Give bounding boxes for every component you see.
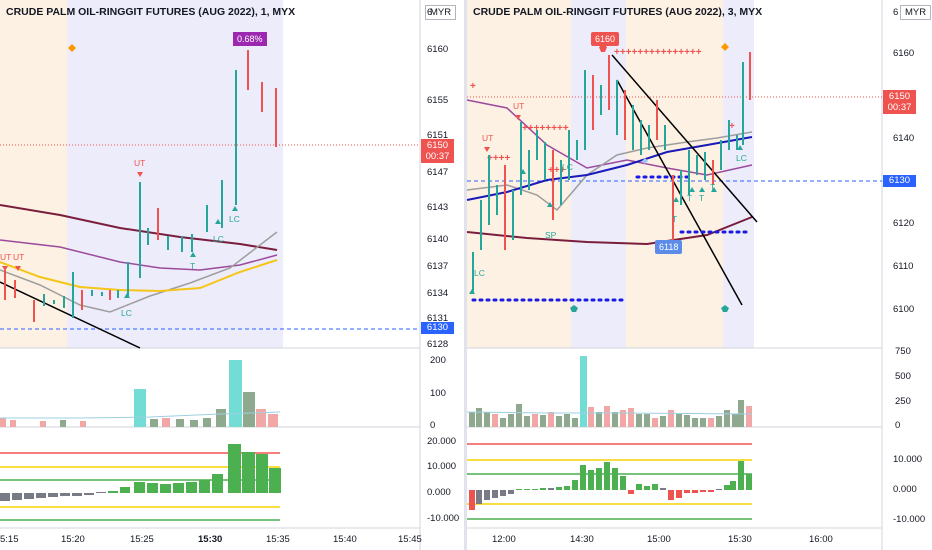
right-ma-purple	[466, 99, 753, 176]
left-x-tick: 15:20	[61, 534, 85, 545]
left-y-tick: 6155	[427, 95, 449, 106]
right-x-tick: 12:00	[492, 534, 516, 545]
left-y-tick: 6143	[427, 202, 449, 213]
svg-text:++++++++: ++++++++	[522, 123, 569, 134]
right-chart-panel[interactable]: CRUDE PALM OIL-RINGGIT FUTURES (AUG 2022…	[466, 0, 932, 550]
left-ma-purple	[0, 239, 278, 271]
left-signal-t1: T	[190, 261, 196, 271]
left-osc-bars	[0, 444, 281, 501]
left-signal-lc1: LC	[121, 308, 132, 318]
left-x-tick: 15:40	[333, 534, 357, 545]
left-volume-bars	[0, 360, 281, 427]
left-price-timer: 00:37	[425, 151, 450, 162]
left-x-tick: 5:15	[0, 534, 19, 545]
right-x-tick: 15:30	[728, 534, 752, 545]
right-x-tick: 14:30	[570, 534, 594, 545]
left-vol-tick: 200	[430, 355, 446, 366]
left-ma-gray	[0, 231, 278, 313]
left-y-tick: 6137	[427, 261, 449, 272]
right-vol-tick: 250	[895, 396, 911, 407]
left-pct-badge: 0.68%	[233, 32, 267, 46]
right-signal-lc2: LC	[562, 162, 573, 172]
right-high-badge: 6160	[591, 32, 620, 46]
left-currency-label[interactable]: MYR	[425, 5, 457, 20]
right-y-tick: 6160	[893, 48, 915, 59]
right-signal-ut2: UT	[513, 101, 525, 111]
left-price-tag: 6150 00:37	[421, 139, 454, 163]
left-y-tick: 6160	[427, 44, 449, 55]
left-x-tick: 15:45	[398, 534, 422, 545]
left-osc-tick: 10.000	[427, 461, 457, 472]
svg-text:+++++++++++++++: +++++++++++++++	[614, 47, 702, 58]
right-price-value: 6150	[888, 91, 911, 102]
left-osc-tick: 0.000	[427, 487, 451, 498]
left-y-tick: 6128	[427, 339, 449, 350]
right-osc-tick: -10.000	[893, 514, 926, 525]
right-signal-ut1: UT	[482, 133, 494, 143]
svg-text:++++: ++++	[487, 153, 511, 164]
left-vol-tick: 100	[430, 388, 446, 399]
left-vol-tick: 0	[430, 420, 436, 431]
right-price-tag: 6150 00:37	[883, 90, 916, 114]
left-x-tick: 15:30	[198, 534, 223, 545]
right-signal-t2: T	[687, 193, 693, 203]
left-chart-panel[interactable]: CRUDE PALM OIL-RINGGIT FUTURES (AUG 2022…	[0, 0, 466, 550]
left-chart-title: CRUDE PALM OIL-RINGGIT FUTURES (AUG 2022…	[6, 6, 296, 18]
right-vol-tick: 750	[895, 346, 911, 357]
left-y-tick: 6151	[427, 130, 449, 141]
right-osc-tick: 10.000	[893, 454, 923, 465]
right-blue-tag: 6130	[883, 175, 916, 187]
left-session-bg-1	[0, 0, 67, 348]
right-y-tick: 6120	[893, 218, 915, 229]
svg-text:+: +	[470, 81, 476, 92]
left-price-value: 6150	[426, 140, 449, 151]
left-y-tick: 6	[427, 7, 433, 18]
left-blue-tag: 6130	[421, 322, 454, 334]
right-y-tick: 6140	[893, 133, 915, 144]
right-osc-bars	[469, 461, 752, 510]
right-x-tick: 16:00	[809, 534, 833, 545]
right-currency-label[interactable]: MYR	[900, 5, 932, 20]
left-x-tick: 15:25	[130, 534, 154, 545]
right-vol-tick: 0	[895, 420, 901, 431]
right-chart-title: CRUDE PALM OIL-RINGGIT FUTURES (AUG 2022…	[473, 6, 763, 18]
left-signal-ut1: UT	[0, 252, 12, 262]
left-ma-maroon	[0, 204, 278, 251]
left-ma-yellow	[0, 259, 278, 293]
right-signal-t3: T	[699, 193, 705, 203]
right-session-bg-2	[571, 0, 626, 348]
right-signal-lc3: LC	[736, 153, 747, 163]
right-signal-t4: T	[710, 182, 716, 192]
left-y-tick: 6131	[427, 313, 449, 324]
left-signal-ut2: UT	[13, 252, 25, 262]
left-signal-ut3: UT	[134, 158, 146, 168]
right-price-svg: +++++++++++++++ ++++++++ ++++ +++ + +	[466, 0, 883, 550]
right-signal-sp: SP	[545, 230, 557, 240]
right-x-tick: 15:00	[647, 534, 671, 545]
right-price-timer: 00:37	[887, 102, 912, 113]
left-y-tick: 6134	[427, 288, 449, 299]
left-x-tick: 15:35	[266, 534, 290, 545]
left-y-tick: 6140	[427, 234, 449, 245]
svg-text:+: +	[729, 121, 735, 132]
left-osc-tick: -10.000	[427, 513, 460, 524]
chart-divider[interactable]	[464, 0, 467, 550]
left-signal-lc3: LC	[229, 214, 240, 224]
right-session-bg-3	[626, 0, 723, 348]
right-y-tick: 6110	[893, 261, 914, 272]
left-signal-lc2: LC	[213, 234, 224, 244]
right-signal-lc1: LC	[474, 268, 485, 278]
left-y-tick: 6147	[427, 167, 449, 178]
right-signal-t1: T	[672, 214, 678, 224]
right-osc-tick: 0.000	[893, 484, 917, 495]
right-volume-bars	[466, 356, 753, 427]
right-session-bg-4	[723, 0, 754, 348]
right-y-tick: 6	[893, 7, 899, 18]
left-osc-tick: 20.000	[427, 436, 457, 447]
svg-text:+++: +++	[548, 165, 566, 176]
left-price-svg	[0, 0, 421, 550]
right-vol-tick: 500	[895, 371, 911, 382]
right-low-badge: 6118	[655, 240, 683, 254]
right-y-tick: 6100	[893, 304, 915, 315]
